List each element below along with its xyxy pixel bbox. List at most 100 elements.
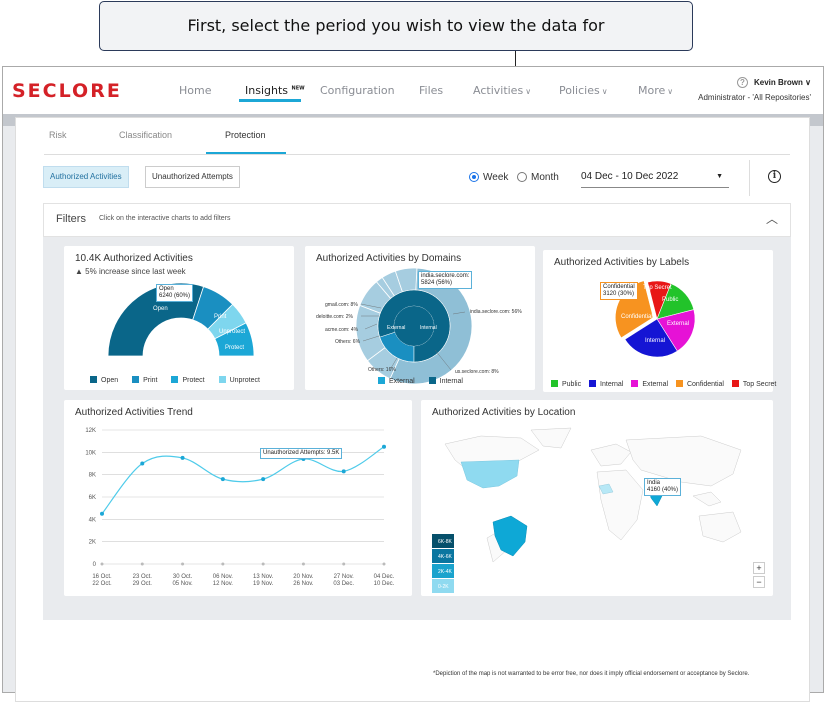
legend-item[interactable]: External <box>378 377 415 385</box>
tab-divider <box>44 154 790 155</box>
slice-external[interactable] <box>656 309 696 352</box>
tooltip-label: india.seclore.com: <box>421 273 470 279</box>
x-tick-label: 06 Nov. <box>213 574 234 580</box>
nav-home[interactable]: Home <box>179 84 212 97</box>
legend-top-secret: Top Secret <box>742 381 777 388</box>
nav-more[interactable]: More ∨ <box>638 84 673 97</box>
labels-card: Authorized Activities by Labels Top Secr… <box>543 250 777 392</box>
filters-bar[interactable]: Filters Click on the interactive charts … <box>43 203 791 237</box>
tab-protection[interactable]: Protection <box>225 130 266 140</box>
tab-risk[interactable]: Risk <box>49 130 67 140</box>
filters-hint: Click on the interactive charts to add f… <box>99 215 231 222</box>
instruction-callout: First, select the period you wish to vie… <box>99 1 693 51</box>
chart-tooltip: india.seclore.com: 5824 (56%) <box>418 271 473 289</box>
y-tick-label: 0 <box>93 562 97 568</box>
y-tick-label: 2K <box>89 540 96 546</box>
card-title: Authorized Activities by Location <box>432 407 576 418</box>
legend-public: Public <box>562 381 582 388</box>
asia-region[interactable] <box>625 435 742 487</box>
greenland-region[interactable] <box>530 427 572 449</box>
dashboard-area: 10.4K Authorized Activities ▲ 5% increas… <box>43 237 791 620</box>
y-tick-label: 10K <box>85 450 96 456</box>
trend-point[interactable] <box>180 455 185 460</box>
brazil-region[interactable] <box>492 515 528 557</box>
legend-item[interactable]: Top Secret <box>731 380 777 388</box>
labels-pie-chart[interactable]: Top Secret Public External Internal Conf… <box>543 250 773 392</box>
radio-empty-icon <box>517 172 527 182</box>
triangle-up-icon: ▲ <box>75 267 83 276</box>
x-axis-dot <box>140 562 144 566</box>
chart-tooltip: Open 6240 (60%) <box>156 284 194 302</box>
nav-insights[interactable]: Insights NEW <box>245 84 305 97</box>
zoom-in-button[interactable]: + <box>753 562 765 574</box>
trend-point[interactable] <box>100 511 104 516</box>
x-tick-label: 13 Nov. <box>253 574 274 580</box>
trend-line-chart[interactable]: 0 2K 4K 6K 8K 10K 12K 16 Oct.22 Oct. 23 Oct.29 O… <box>64 400 412 596</box>
week-radio[interactable]: Week <box>469 172 508 183</box>
legend-item[interactable]: Print <box>132 376 157 384</box>
x-axis-dot <box>342 562 346 566</box>
x-axis-dot <box>100 562 104 566</box>
label-gmail: gmail.com: 8% <box>325 302 358 308</box>
x-axis-dot <box>221 562 225 566</box>
trend-point[interactable] <box>220 477 225 482</box>
trend-point[interactable] <box>382 444 386 449</box>
legend-item[interactable]: Internal <box>589 380 623 388</box>
nav-policies[interactable]: Policies ∨ <box>559 84 608 97</box>
top-navigation: SECLORE Home Insights NEW Configuration … <box>3 67 823 114</box>
tooltip-value: 6240 (60%) <box>159 293 191 299</box>
label-acme: acme.com: 4% <box>325 327 359 333</box>
label-others-bottom: Others: 16% <box>368 367 396 373</box>
seclore-logo[interactable]: SECLORE <box>12 80 122 102</box>
chevron-down-icon: ∨ <box>667 87 674 96</box>
nav-files[interactable]: Files <box>419 84 444 97</box>
x-tick-label: 16 Oct. <box>92 574 112 580</box>
legend-item[interactable]: Internal <box>428 377 463 385</box>
location-card: Authorized Activities by Location <box>421 400 773 596</box>
legend-item[interactable]: External <box>631 380 668 388</box>
card-title: Authorized Activities Trend <box>75 407 193 418</box>
tooltip-label: India <box>647 480 661 486</box>
zoom-out-button[interactable]: − <box>753 576 765 588</box>
africa-region[interactable] <box>596 469 644 541</box>
chevron-down-icon: ∨ <box>805 78 811 87</box>
africa-country-region[interactable] <box>598 483 614 495</box>
legend-item[interactable]: Unprotect <box>218 376 260 384</box>
australia-region[interactable] <box>698 511 742 543</box>
trend-point[interactable] <box>140 461 145 466</box>
usa-region[interactable] <box>460 459 520 489</box>
chart-legend: External Internal <box>378 377 475 385</box>
label-us: us.seclore.com: 8% <box>455 369 499 375</box>
slice-protect[interactable] <box>214 322 255 357</box>
world-map[interactable] <box>421 400 773 596</box>
x-tick-label: 23 Oct. <box>133 574 153 580</box>
label-india: india.seclore.com: 56% <box>470 309 522 315</box>
month-radio[interactable]: Month <box>517 172 559 183</box>
domains-donut-chart[interactable]: External Internal gmail.com: 8% deloitte… <box>305 246 535 390</box>
legend-item[interactable]: Public <box>551 380 582 388</box>
date-range-dropdown[interactable]: 04 Dec - 10 Dec 2022 ▼ <box>581 168 729 188</box>
europe-region[interactable] <box>590 443 632 467</box>
protection-panel: Risk Classification Protection Authorize… <box>15 117 810 702</box>
trend-point[interactable] <box>261 477 266 482</box>
user-menu[interactable]: ? Kevin Brown ∨ Administrator - 'All Repo… <box>698 77 811 102</box>
unauthorized-attempts-toggle[interactable]: Unauthorized Attempts <box>145 166 240 188</box>
help-icon[interactable]: ? <box>737 77 748 88</box>
legend-item[interactable]: Open <box>90 376 118 384</box>
authorized-activities-toggle[interactable]: Authorized Activities <box>43 166 129 188</box>
legend-item[interactable]: Protect <box>171 376 205 384</box>
chart-legend: Open Print Protect Unprotect <box>90 376 272 384</box>
legend-item[interactable]: Confidential <box>675 380 724 388</box>
chevron-up-icon[interactable]: ︿ <box>765 212 778 226</box>
indonesia-region[interactable] <box>692 491 722 507</box>
y-tick-label: 6K <box>89 495 96 501</box>
slice-internal[interactable] <box>624 318 678 358</box>
trend-card: Authorized Activities Trend 0 2K 4K 6K 8K 10K… <box>64 400 412 596</box>
tab-classification[interactable]: Classification <box>119 130 173 140</box>
semi-donut-chart[interactable]: Open Print Unprotect Protect <box>64 246 294 390</box>
info-icon[interactable]: i <box>768 170 781 183</box>
month-label: Month <box>531 172 559 183</box>
nav-activities[interactable]: Activities ∨ <box>473 84 531 97</box>
nav-configuration[interactable]: Configuration <box>320 84 395 97</box>
trend-point[interactable] <box>341 469 346 474</box>
